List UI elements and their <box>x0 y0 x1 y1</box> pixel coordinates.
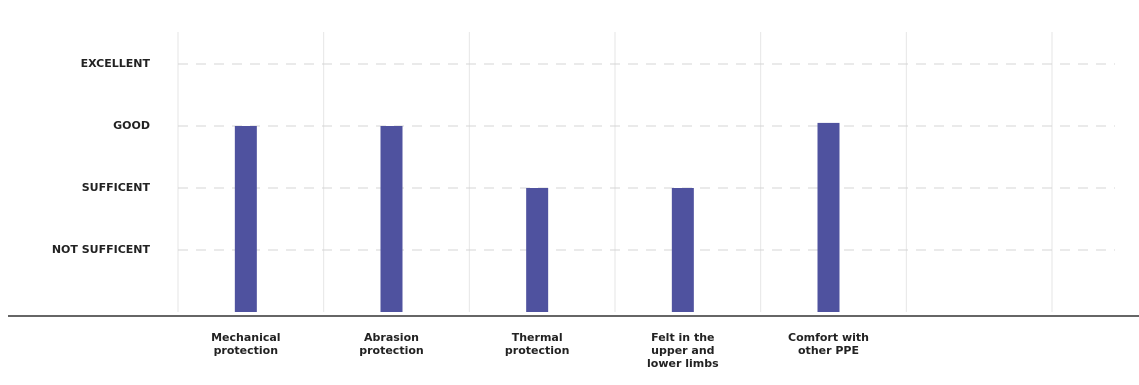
x-tick-label: Abrasion protection <box>359 331 424 357</box>
x-tick-label: Thermal protection <box>504 331 570 357</box>
bar <box>817 122 840 313</box>
bar <box>526 188 549 312</box>
x-tick-label: Comfort with other PPE <box>788 331 869 357</box>
y-tick-label: SUFFICENT <box>82 181 151 194</box>
bar <box>380 126 403 312</box>
y-tick-label: NOT SUFFICENT <box>52 243 151 256</box>
y-tick-label: EXCELLENT <box>81 57 151 70</box>
bar <box>671 188 694 312</box>
y-tick-label: GOOD <box>113 119 150 132</box>
x-tick-label: Felt in the upper and lower limbs <box>647 331 719 370</box>
x-tick-label: Mechanical protection <box>211 331 281 357</box>
bar <box>234 126 257 312</box>
